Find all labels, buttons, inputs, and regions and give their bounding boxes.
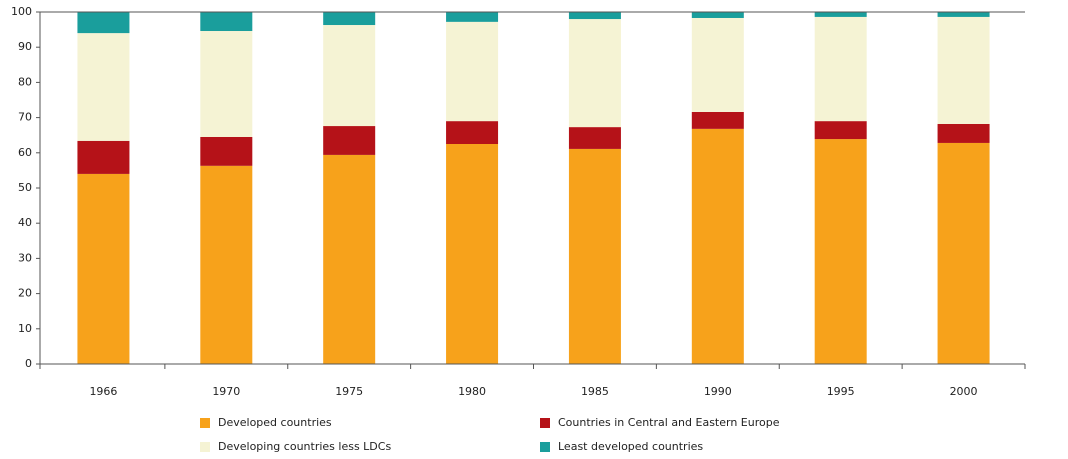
bar-segment: [77, 140, 130, 174]
bar-segment: [323, 154, 376, 364]
bar-segment: [200, 165, 253, 364]
bar-segment: [77, 173, 130, 364]
x-tick-label: 1970: [212, 385, 240, 398]
x-tick-label: 1990: [704, 385, 732, 398]
y-tick-label: 30: [18, 251, 32, 264]
bar-segment: [446, 21, 499, 122]
bar-segment: [200, 12, 253, 32]
bar-segment: [323, 126, 376, 155]
legend-label: Developing countries less LDCs: [218, 440, 391, 453]
bar-segment: [446, 144, 499, 364]
bar-segment: [568, 148, 621, 364]
bar-segment: [446, 121, 499, 144]
x-tick-label: 1995: [827, 385, 855, 398]
y-tick-label: 40: [18, 216, 32, 229]
bar-segment: [814, 16, 867, 122]
x-tick-label: 2000: [950, 385, 978, 398]
legend-swatch: [540, 418, 550, 428]
bar-segment: [446, 12, 499, 22]
legend-label: Countries in Central and Eastern Europe: [558, 416, 780, 429]
bar-segment: [323, 12, 376, 26]
bar-segment: [814, 139, 867, 364]
bar-segment: [568, 127, 621, 149]
x-tick-label: 1975: [335, 385, 363, 398]
legend-label: Developed countries: [218, 416, 332, 429]
bar-segment: [568, 12, 621, 20]
bar-segment: [691, 111, 744, 129]
bar-segment: [937, 123, 990, 143]
legend-label: Least developed countries: [558, 440, 703, 453]
bar-segment: [200, 136, 253, 166]
y-tick-label: 50: [18, 181, 32, 194]
y-tick-label: 70: [18, 111, 32, 124]
bar-segment: [691, 17, 744, 112]
legend-swatch: [200, 442, 210, 452]
bar-segment: [937, 12, 990, 17]
legend-swatch: [200, 418, 210, 428]
bar-segment: [77, 33, 130, 141]
bar-segment: [568, 19, 621, 128]
x-tick-label: 1966: [89, 385, 117, 398]
y-tick-label: 60: [18, 146, 32, 159]
bar-segment: [77, 12, 130, 34]
y-tick-label: 20: [18, 287, 32, 300]
bar-segment: [200, 31, 253, 137]
bar-segment: [691, 12, 744, 18]
y-tick-label: 80: [18, 75, 32, 88]
x-tick-label: 1980: [458, 385, 486, 398]
bar-segment: [937, 16, 990, 124]
y-tick-label: 0: [25, 357, 32, 370]
bar-segment: [814, 12, 867, 17]
bar-segment: [937, 142, 990, 364]
x-tick-label: 1985: [581, 385, 609, 398]
bar-segment: [814, 121, 867, 140]
y-tick-label: 10: [18, 322, 32, 335]
bar-segment: [323, 25, 376, 127]
legend-swatch: [540, 442, 550, 452]
y-tick-label: 100: [11, 5, 32, 18]
bar-segment: [691, 128, 744, 364]
y-tick-label: 90: [18, 40, 32, 53]
